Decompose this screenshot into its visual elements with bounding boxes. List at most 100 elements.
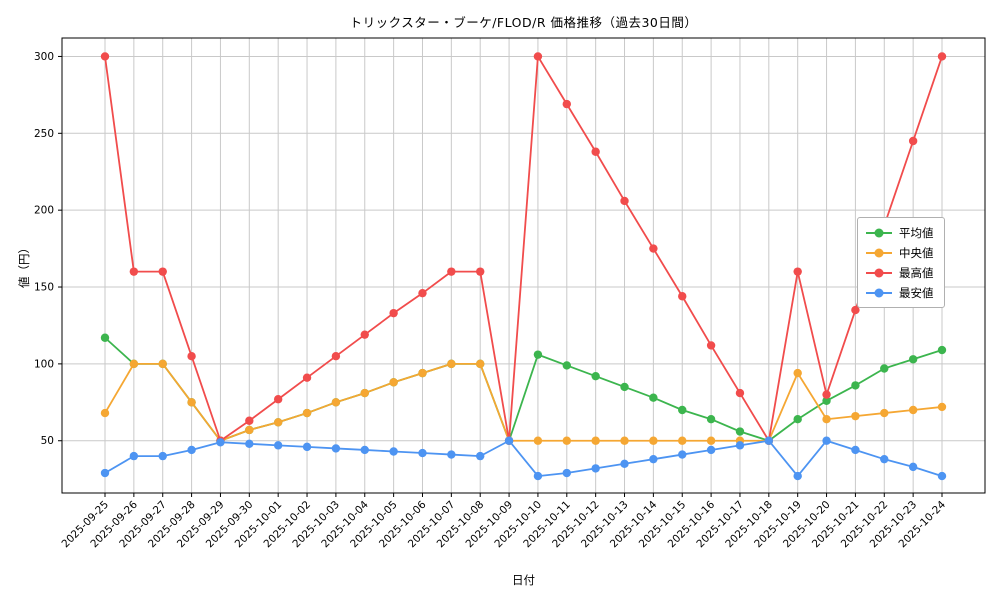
point-min — [129, 451, 139, 461]
point-max — [245, 416, 254, 425]
point-min — [504, 436, 514, 445]
legend-marker-median — [866, 248, 892, 257]
point-median — [389, 378, 398, 387]
svg-text:100: 100 — [34, 358, 54, 370]
point-max — [447, 267, 456, 276]
point-median — [100, 408, 110, 418]
point-max — [591, 147, 600, 156]
point-median — [447, 359, 456, 369]
point-median — [620, 436, 629, 445]
legend-label-min: 最安値 — [899, 285, 934, 300]
svg-text:200: 200 — [34, 205, 54, 217]
point-max — [822, 390, 831, 399]
point-average — [533, 350, 543, 359]
point-average — [678, 405, 687, 415]
point-median — [880, 408, 889, 418]
point-min — [476, 451, 485, 461]
legend-item-min: 最安値 — [866, 285, 934, 300]
point-max — [908, 136, 918, 146]
point-min — [764, 436, 774, 445]
point-min — [187, 445, 196, 455]
point-median — [360, 388, 369, 398]
point-median — [533, 436, 543, 445]
point-median — [937, 402, 947, 412]
point-min — [706, 445, 716, 455]
point-max — [937, 52, 947, 61]
point-min — [735, 441, 745, 450]
point-median — [822, 415, 831, 424]
point-min — [793, 471, 802, 481]
point-median — [245, 425, 254, 435]
point-median — [706, 436, 716, 445]
point-median — [591, 436, 600, 445]
legend-label-max: 最高値 — [899, 265, 934, 280]
point-median — [908, 405, 918, 415]
legend-item-average: 平均値 — [866, 225, 934, 240]
legend: 平均値 中央値 最高値 最安値 — [857, 217, 945, 308]
point-min — [937, 471, 947, 481]
point-median — [302, 408, 312, 418]
point-max — [100, 52, 110, 61]
point-max — [360, 330, 369, 339]
point-average — [100, 333, 110, 342]
point-min — [245, 439, 254, 449]
point-min — [908, 462, 918, 472]
point-average — [591, 371, 600, 381]
plot-border — [61, 37, 986, 494]
point-min — [678, 450, 687, 459]
point-median — [187, 398, 196, 407]
point-min — [447, 450, 456, 459]
series-average — [100, 333, 947, 445]
point-average — [880, 364, 889, 373]
x-tick-labels: 2025-09-252025-09-262025-09-272025-09-28… — [59, 498, 948, 550]
point-max — [678, 292, 687, 301]
point-min — [822, 436, 831, 445]
point-median — [678, 436, 687, 445]
svg-text:50: 50 — [41, 435, 54, 447]
point-min — [562, 468, 571, 478]
point-median — [129, 359, 139, 369]
point-min — [649, 454, 658, 464]
point-median — [158, 359, 167, 369]
point-average — [562, 361, 571, 370]
y-tick-labels: 50 100 150 200 250 300 — [34, 51, 54, 447]
point-min — [302, 442, 312, 452]
point-median — [649, 436, 658, 445]
point-median — [851, 411, 860, 421]
point-max — [533, 52, 543, 61]
chart-title: トリックスター・ブーケ/FLOD/R 価格推移（過去30日間） — [349, 15, 698, 30]
point-max — [129, 267, 139, 276]
series-min — [100, 436, 947, 481]
x-axis-label: 日付 — [512, 573, 535, 587]
point-min — [331, 444, 341, 453]
legend-marker-min — [866, 288, 892, 297]
axis-ticks — [58, 55, 943, 497]
svg-text:300: 300 — [34, 51, 54, 63]
point-min — [880, 454, 889, 464]
point-max — [735, 388, 745, 398]
point-max — [158, 267, 167, 276]
series-median — [100, 359, 947, 445]
point-average — [735, 427, 745, 436]
point-min — [158, 451, 167, 461]
point-min — [360, 445, 369, 455]
point-min — [389, 447, 398, 456]
point-max — [649, 244, 658, 253]
point-average — [620, 382, 629, 392]
point-average — [649, 393, 658, 402]
point-average — [822, 396, 831, 405]
point-median — [793, 368, 802, 378]
point-min — [216, 438, 225, 447]
grid-lines — [62, 38, 985, 493]
legend-label-average: 平均値 — [899, 225, 934, 240]
point-min — [533, 471, 543, 481]
point-max — [187, 351, 196, 361]
point-average — [706, 415, 716, 424]
point-max — [620, 196, 629, 206]
point-median — [331, 398, 341, 407]
point-max — [562, 99, 571, 109]
point-min — [851, 445, 860, 455]
point-min — [100, 468, 110, 478]
